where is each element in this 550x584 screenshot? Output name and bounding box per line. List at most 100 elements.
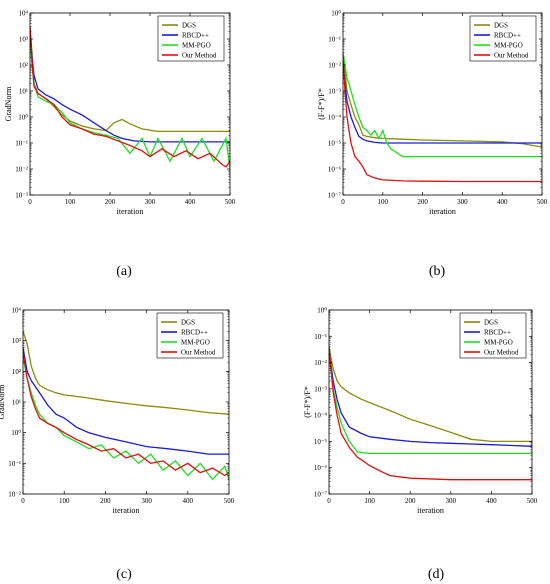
y-tick-label: 10⁻² — [328, 62, 341, 70]
x-axis-label: iteration — [113, 506, 140, 515]
legend-entry: RBCD++ — [181, 329, 208, 337]
x-tick-label: 100 — [59, 497, 70, 505]
y-tick-label: 10⁻⁷ — [314, 491, 328, 499]
legend-entry: Our Method — [494, 52, 529, 60]
y-tick-label: 10² — [19, 62, 28, 70]
y-tick-label: 10⁰ — [331, 10, 341, 18]
series-line-mm-pgo-a — [30, 38, 230, 170]
x-tick-label: 500 — [537, 198, 548, 206]
y-tick-label: 10⁻⁶ — [328, 166, 342, 174]
series-line-our-method-c — [23, 349, 229, 477]
x-tick-label: 0 — [341, 198, 345, 206]
panel-label: (d) — [428, 567, 445, 582]
legend-entry: MM-PGO — [484, 339, 513, 347]
legend: DGS RBCD++ MM-PGO Our Method — [469, 15, 537, 62]
series-line-mm-pgo-b — [343, 52, 542, 158]
y-tick-label: 10⁻² — [314, 359, 327, 367]
x-tick-label: 400 — [486, 497, 497, 505]
y-tick-label: 10⁻¹ — [8, 460, 21, 468]
series-line-our-method-d — [329, 346, 532, 481]
y-tick-label: 10⁻² — [8, 491, 21, 499]
legend-entry: DGS — [181, 319, 195, 327]
y-tick-label: 10³ — [19, 36, 28, 44]
x-tick-label: 100 — [65, 198, 76, 206]
x-tick-label: 200 — [405, 497, 416, 505]
x-tick-label: 400 — [183, 497, 194, 505]
series-line-dgs-b — [343, 57, 542, 148]
chart-panel-c: 0 100 200 300 400 500 10⁻² 10⁻¹ 10⁰ 10¹ 10² 10³ 10⁴ i… — [0, 307, 235, 583]
y-tick-label: 10¹ — [12, 399, 21, 407]
plot-frame — [342, 12, 543, 196]
y-tick-label: 10⁻³ — [314, 385, 327, 393]
y-axis-label: (F-F*)/F* — [317, 88, 326, 120]
y-tick-label: 10⁻¹ — [15, 140, 28, 148]
y-tick-label: 10⁰ — [18, 114, 28, 122]
legend-entry: RBCD++ — [182, 32, 209, 40]
series-line-dgs-d — [329, 346, 532, 443]
x-tick-label: 300 — [457, 198, 468, 206]
legend-entry: RBCD++ — [484, 329, 511, 337]
plot-frame — [29, 12, 231, 196]
x-tick-label: 300 — [446, 497, 457, 505]
y-tick-label: 10¹ — [19, 88, 28, 96]
y-tick-label: 10⁻¹ — [328, 36, 341, 44]
y-axis-label: GradNorm — [0, 384, 6, 419]
x-axis-label: iteration — [429, 207, 456, 216]
y-axis-label: (F-F*)/F* — [303, 386, 312, 418]
legend-entry: MM-PGO — [182, 42, 211, 50]
series-line-dgs-c — [23, 331, 229, 415]
x-tick-label: 100 — [378, 198, 389, 206]
legend: DGS RBCD++ MM-PGO Our Method — [459, 312, 527, 359]
y-tick-label: 10² — [12, 368, 21, 376]
legend-entry: RBCD++ — [494, 32, 521, 40]
y-axis-label: GradNorm — [4, 86, 13, 121]
x-axis-label: iteration — [117, 207, 144, 216]
x-tick-label: 0 — [28, 198, 32, 206]
legend-entry: DGS — [494, 22, 508, 30]
y-tick-label: 10⁻⁶ — [314, 464, 328, 472]
y-tick-label: 10⁻⁴ — [314, 412, 328, 420]
series-line-rbcd--c — [23, 347, 229, 455]
x-tick-label: 100 — [364, 497, 375, 505]
x-tick-label: 500 — [527, 497, 538, 505]
x-tick-label: 200 — [417, 198, 428, 206]
y-tick-label: 10⁻³ — [15, 192, 28, 200]
series-line-our-method-a — [30, 26, 230, 168]
x-tick-label: 300 — [141, 497, 152, 505]
chart-panel-a: 0 100 200 300 400 500 10⁻³ 10⁻² 10⁻¹ 10⁰ 10¹ 10² 10³… — [4, 10, 236, 280]
chart-panel-d: 0 100 200 300 400 500 10⁻⁷ 10⁻⁶ 10⁻⁵ 10⁻⁴ 10⁻³ 10⁻²… — [303, 307, 538, 583]
legend: DGS RBCD++ MM-PGO Our Method — [157, 15, 225, 62]
series-line-our-method-b — [343, 57, 542, 183]
panel-label: (c) — [116, 567, 132, 582]
legend-entry: Our Method — [181, 349, 216, 357]
chart-panel-b: 0 100 200 300 400 500 10⁻⁷ 10⁻⁶ 10⁻⁵ 10⁻⁴ 10⁻³ 10⁻²… — [317, 10, 548, 280]
y-tick-label: 10⁰ — [11, 429, 21, 437]
y-tick-label: 10⁴ — [19, 10, 29, 18]
x-tick-label: 300 — [145, 198, 156, 206]
x-tick-label: 400 — [497, 198, 508, 206]
legend: DGS RBCD++ MM-PGO Our Method — [156, 312, 224, 359]
series-line-mm-pgo-d — [329, 349, 532, 455]
plot-frame — [328, 309, 533, 495]
x-axis-label: iteration — [417, 506, 444, 515]
y-tick-label: 10⁻⁵ — [314, 438, 328, 446]
x-tick-label: 0 — [21, 497, 25, 505]
y-tick-label: 10⁻¹ — [314, 333, 327, 341]
y-tick-label: 10⁻⁵ — [328, 140, 342, 148]
y-tick-label: 10⁴ — [12, 307, 22, 315]
series-line-rbcd--b — [343, 64, 542, 144]
legend-entry: DGS — [182, 22, 196, 30]
panel-label: (a) — [116, 264, 132, 279]
series-line-rbcd--d — [329, 349, 532, 447]
x-tick-label: 200 — [105, 198, 116, 206]
x-tick-label: 200 — [100, 497, 111, 505]
x-tick-label: 0 — [327, 497, 331, 505]
legend-entry: DGS — [484, 319, 498, 327]
legend-entry: Our Method — [484, 349, 519, 357]
y-tick-label: 10⁻⁷ — [328, 192, 342, 200]
y-tick-label: 10⁻² — [15, 166, 28, 174]
x-tick-label: 500 — [225, 198, 236, 206]
legend-entry: MM-PGO — [181, 339, 210, 347]
legend-entry: Our Method — [182, 52, 217, 60]
